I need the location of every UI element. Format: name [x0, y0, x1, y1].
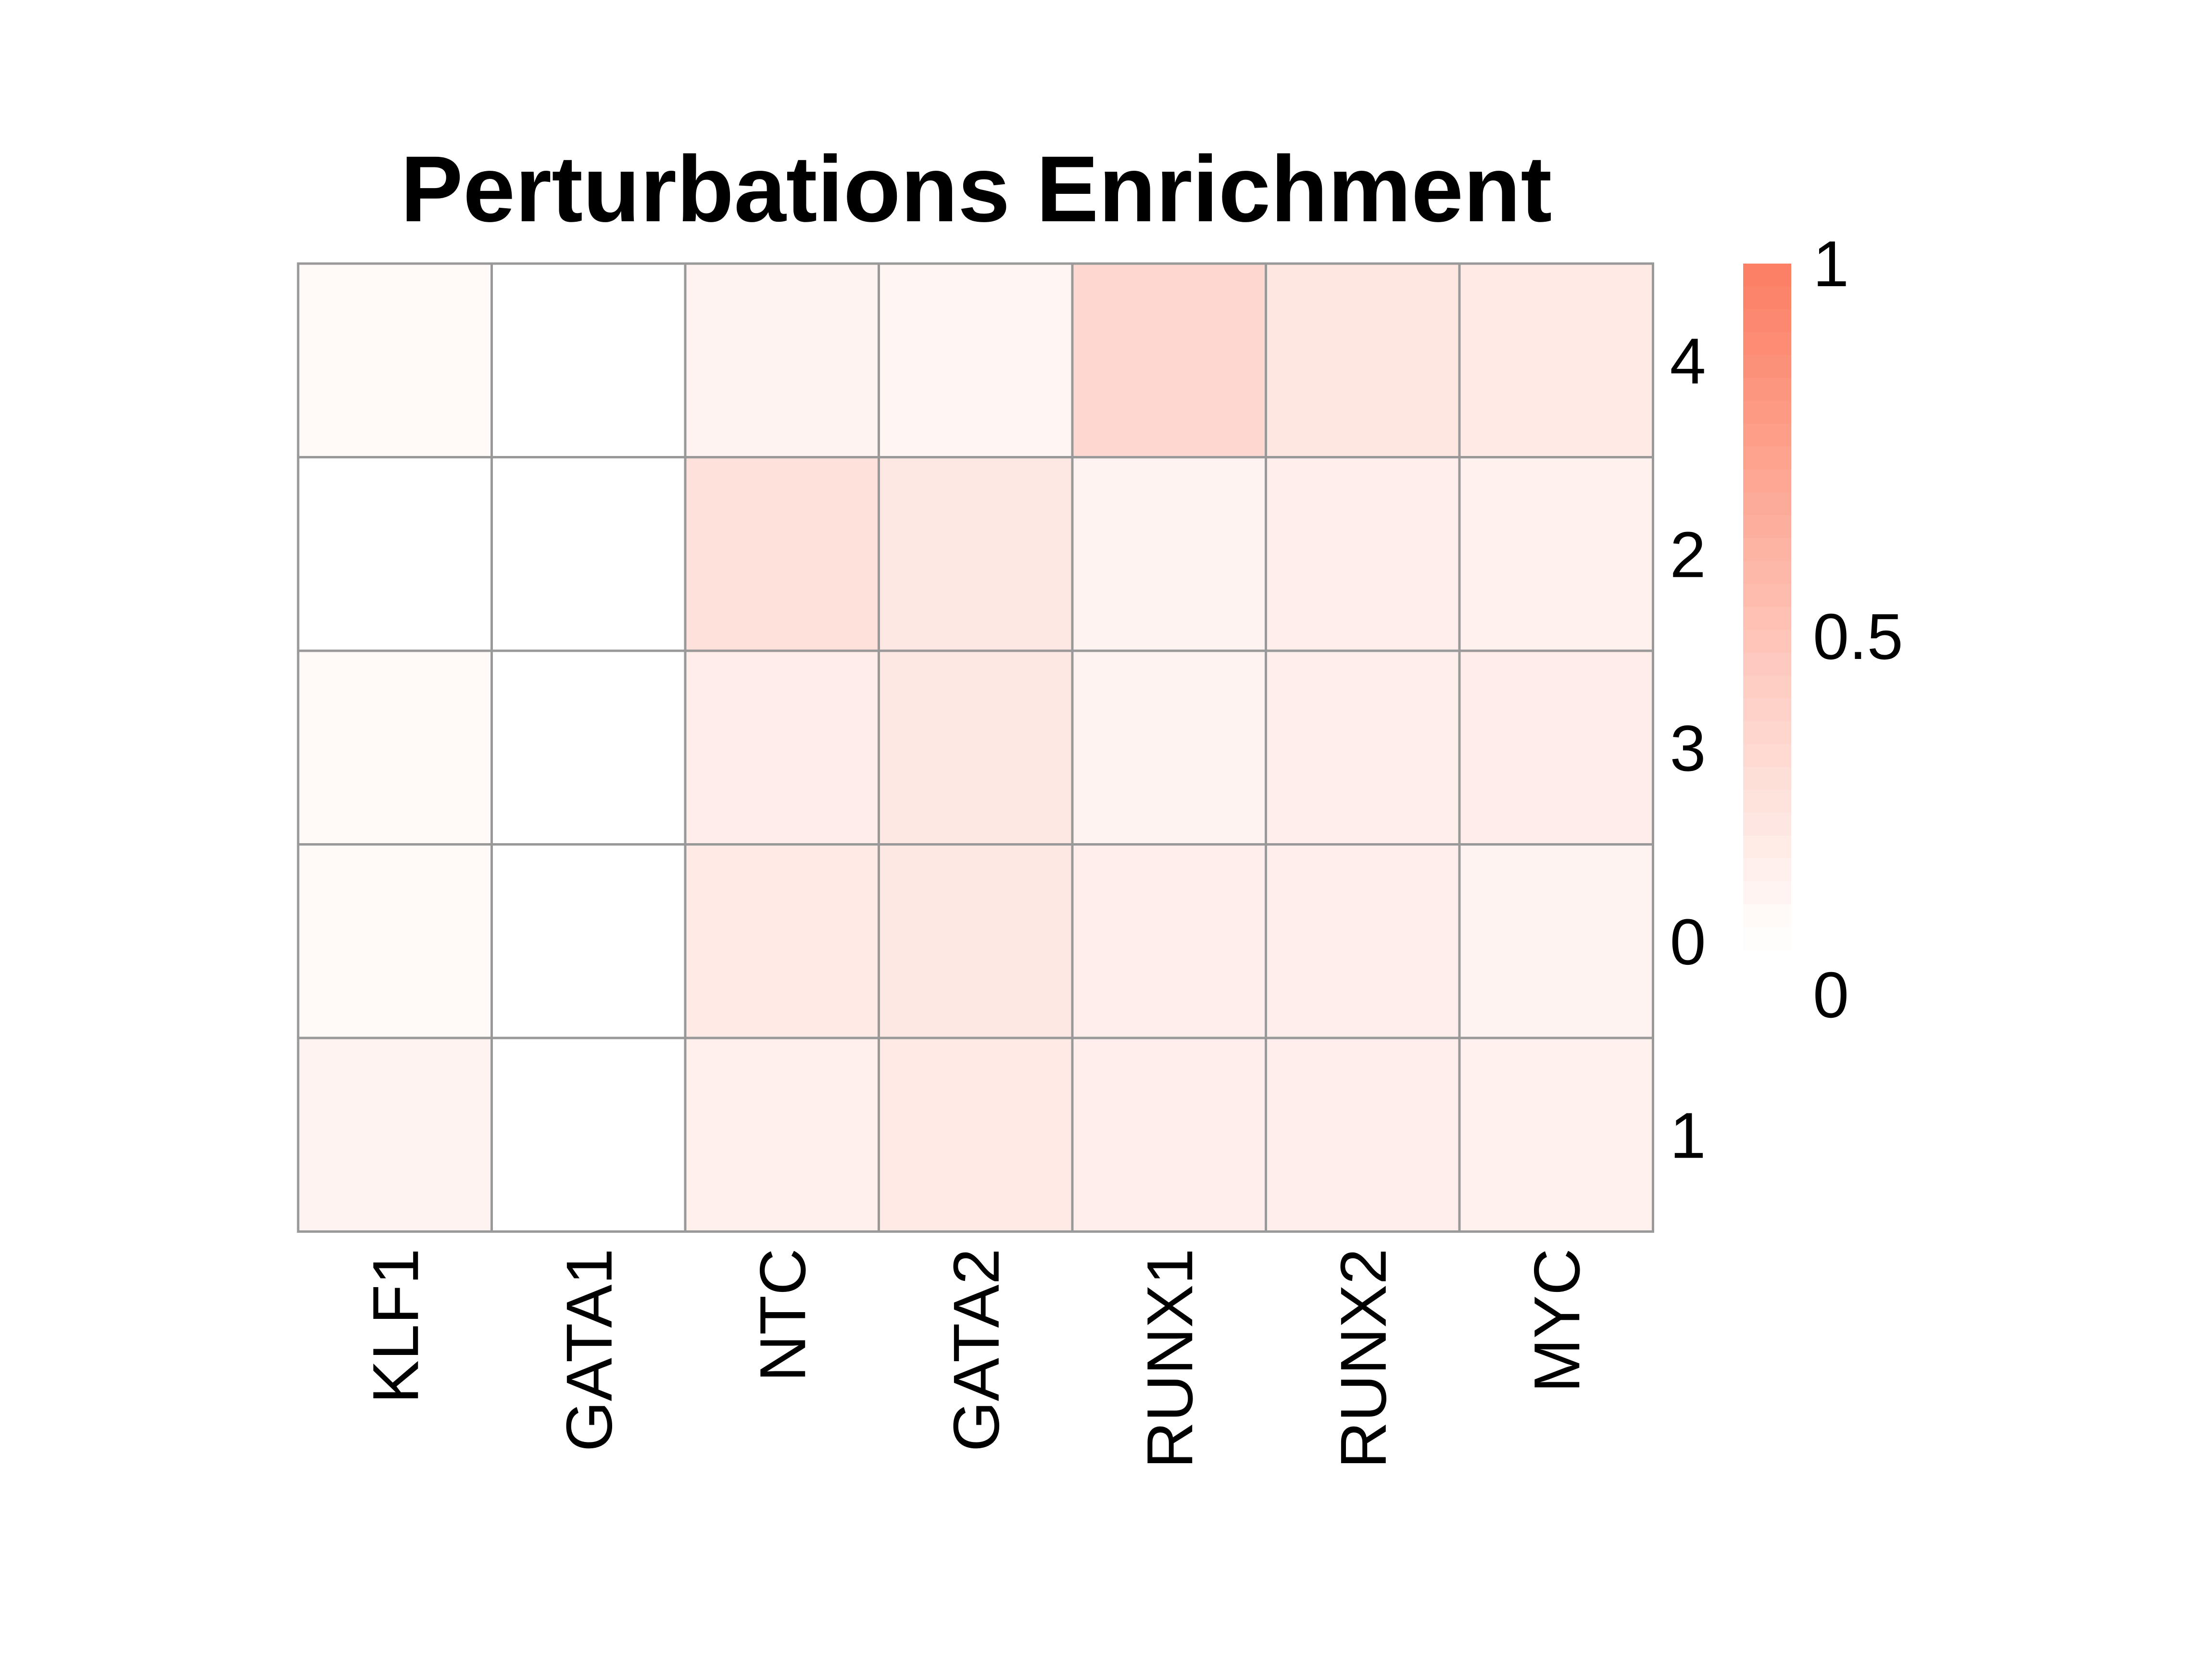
legend-swatch [1743, 744, 1791, 768]
heatmap-cell-2-RUNX2 [1265, 456, 1461, 652]
heatmap-cell-1-NTC [684, 1037, 880, 1233]
legend-tick-0: 0 [1813, 959, 1849, 1031]
heatmap-cell-3-NTC [684, 649, 880, 846]
legend-swatch [1743, 583, 1791, 607]
heatmap-cell-2-GATA2 [878, 456, 1074, 652]
heatmap-cell-4-KLF1 [297, 262, 493, 458]
heatmap-cell-0-GATA2 [878, 843, 1074, 1039]
legend-swatch [1743, 927, 1791, 950]
heatmap-cell-3-RUNX1 [1071, 649, 1267, 846]
legend-swatch [1743, 812, 1791, 836]
legend-swatch [1743, 538, 1791, 562]
column-label-klf1: KLF1 [359, 1249, 432, 1404]
legend-swatch [1743, 767, 1791, 791]
legend-swatch [1743, 721, 1791, 745]
legend-tick-1: 1 [1813, 228, 1849, 300]
row-labels: 4 2 3 0 1 [1670, 325, 1706, 1172]
legend-swatch [1743, 446, 1791, 470]
column-label-ntc: NTC [746, 1249, 819, 1382]
legend-swatch [1743, 607, 1791, 631]
heatmap-cell-4-GATA1 [490, 262, 687, 458]
heatmap-cell-1-KLF1 [297, 1037, 493, 1233]
legend-swatch [1743, 309, 1791, 333]
legend-swatch [1743, 355, 1791, 379]
legend-swatch [1743, 652, 1791, 676]
legend-swatch [1743, 835, 1791, 859]
legend-swatch [1743, 561, 1791, 584]
heatmap-cell-4-GATA2 [878, 262, 1074, 458]
legend-swatch [1743, 515, 1791, 539]
legend-swatch [1743, 264, 1791, 287]
heatmap-cell-4-MYC [1458, 262, 1654, 458]
legend-swatch [1743, 286, 1791, 310]
heatmap-cell-4-RUNX2 [1265, 262, 1461, 458]
heatmap-cell-2-MYC [1458, 456, 1654, 652]
legend-swatch [1743, 378, 1791, 402]
row-label-1: 1 [1670, 1099, 1706, 1172]
legend-swatch [1743, 790, 1791, 813]
color-legend: 10.50 [1743, 228, 1903, 1031]
row-label-3: 3 [1670, 712, 1706, 784]
heatmap-cell-3-RUNX2 [1265, 649, 1461, 846]
row-label-2: 2 [1670, 519, 1706, 591]
heatmap-cells [297, 262, 1654, 1233]
column-label-myc: MYC [1521, 1249, 1593, 1393]
heatmap-cell-4-RUNX1 [1071, 262, 1267, 458]
heatmap-cell-1-MYC [1458, 1037, 1654, 1233]
heatmap-cell-2-NTC [684, 456, 880, 652]
heatmap-cell-3-GATA1 [490, 649, 687, 846]
legend-swatch [1743, 492, 1791, 516]
heatmap-cell-1-GATA1 [490, 1037, 687, 1233]
legend-swatch [1743, 675, 1791, 699]
heatmap-cell-1-RUNX1 [1071, 1037, 1267, 1233]
legend-swatch [1743, 904, 1791, 928]
row-label-0: 0 [1670, 906, 1706, 978]
column-label-runx1: RUNX1 [1133, 1249, 1206, 1469]
heatmap-cell-0-RUNX1 [1071, 843, 1267, 1039]
legend-swatch [1743, 858, 1791, 882]
heatmap-cell-2-GATA1 [490, 456, 687, 652]
legend-swatch [1743, 332, 1791, 356]
column-label-gata1: GATA1 [553, 1249, 626, 1452]
heatmap-cell-4-NTC [684, 262, 880, 458]
legend-swatch [1743, 401, 1791, 424]
heatmap-cell-0-NTC [684, 843, 880, 1039]
heatmap-cell-1-GATA2 [878, 1037, 1074, 1233]
heatmap-cell-0-MYC [1458, 843, 1654, 1039]
legend-swatch [1743, 698, 1791, 722]
heatmap-cell-3-MYC [1458, 649, 1654, 846]
heatmap-cell-1-RUNX2 [1265, 1037, 1461, 1233]
row-label-4: 4 [1670, 325, 1706, 397]
heatmap-cell-2-KLF1 [297, 456, 493, 652]
legend-tick-0.5: 0.5 [1813, 600, 1903, 673]
legend-swatch [1743, 423, 1791, 447]
column-labels: KLF1 GATA1 NTC GATA2 RUNX1 RUNX2 MYC [359, 1249, 1593, 1469]
heatmap-cell-3-KLF1 [297, 649, 493, 846]
heatmap-cell-3-GATA2 [878, 649, 1074, 846]
heatmap-cell-0-RUNX2 [1265, 843, 1461, 1039]
heatmap-cell-0-GATA1 [490, 843, 687, 1039]
column-label-gata2: GATA2 [940, 1249, 1013, 1452]
heatmap-cell-2-RUNX1 [1071, 456, 1267, 652]
legend-swatch [1743, 630, 1791, 653]
column-label-runx2: RUNX2 [1327, 1249, 1400, 1469]
chart-title: Perturbations Enrichment [401, 137, 1552, 241]
legend-swatch [1743, 469, 1791, 493]
heatmap-cell-0-KLF1 [297, 843, 493, 1039]
legend-swatch [1743, 881, 1791, 905]
